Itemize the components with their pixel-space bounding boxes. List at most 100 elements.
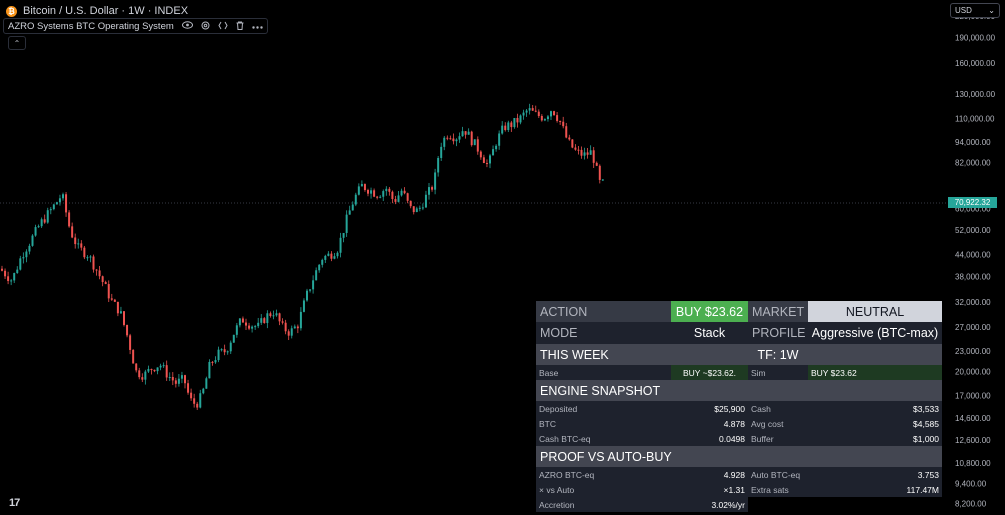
base-sim-row: Base BUY ~$23.62. Sim BUY $23.62 <box>536 365 942 380</box>
candle-body <box>49 209 52 211</box>
candle-body <box>553 111 556 116</box>
candle-body <box>348 210 351 215</box>
candle-body <box>147 368 150 372</box>
trash-icon[interactable] <box>236 21 244 32</box>
timeframe-label: TF: 1W <box>757 347 799 362</box>
candle-body <box>574 147 577 150</box>
more-icon[interactable] <box>252 21 263 31</box>
y-tick-label: 130,000.00 <box>955 90 996 99</box>
candle-body <box>379 196 382 198</box>
candle-body <box>165 365 168 378</box>
chevron-up-icon: ⌃ <box>13 38 21 48</box>
candle-body <box>254 326 257 328</box>
candle-body <box>559 120 562 122</box>
candle-body <box>601 179 604 181</box>
candle-body <box>556 115 559 121</box>
candle-body <box>65 194 68 213</box>
currency-select[interactable]: USD ⌄ <box>950 3 1000 18</box>
candle-body <box>293 326 296 329</box>
symbol-title[interactable]: Bitcoin / U.S. Dollar · 1W · INDEX <box>23 5 189 17</box>
settings-icon[interactable] <box>201 21 210 32</box>
candle-body <box>489 155 491 164</box>
candle-body <box>217 349 220 361</box>
candle-body <box>577 149 580 151</box>
candle-body <box>269 313 272 317</box>
collapse-legend-button[interactable]: ⌃ <box>8 36 26 50</box>
proof-header: PROOF VS AUTO-BUY <box>536 446 942 467</box>
candle-body <box>52 204 55 210</box>
candle-body <box>83 247 86 258</box>
candle-body <box>126 324 129 336</box>
y-tick-label: 12,600.00 <box>955 436 991 445</box>
chevron-down-icon: ⌄ <box>988 6 995 15</box>
candle-body <box>229 342 232 352</box>
candle-body <box>245 322 247 326</box>
candle-body <box>281 321 284 323</box>
proof-row: AZRO BTC-eq 4.928 Auto BTC-eq 3.753 <box>536 467 942 482</box>
candle-body <box>568 137 571 140</box>
candle-body <box>68 212 71 227</box>
candle-body <box>455 139 458 142</box>
candle-body <box>193 398 196 404</box>
candle-body <box>452 138 455 142</box>
candle-body <box>113 299 116 302</box>
candle-body <box>437 157 440 173</box>
candle-body <box>302 300 305 312</box>
candle-body <box>501 125 504 134</box>
candle-body <box>25 251 28 258</box>
deposited-value: $25,900 <box>714 403 745 414</box>
candle-body <box>373 190 376 197</box>
candle-body <box>40 219 43 227</box>
candles <box>1 103 604 410</box>
candle-body <box>537 111 540 116</box>
deposited-label: Deposited <box>539 403 578 414</box>
candle-body <box>58 198 61 203</box>
candle-body <box>492 149 495 156</box>
candle-body <box>43 219 46 223</box>
candle-body <box>232 334 235 343</box>
candle-body <box>138 370 141 378</box>
candle-body <box>196 403 199 408</box>
candle-body <box>565 126 568 138</box>
candle-body <box>284 322 287 332</box>
candle-body <box>397 195 400 202</box>
sim-label: Sim <box>751 367 766 378</box>
indicator-name[interactable]: AZRO Systems BTC Operating System <box>8 20 174 32</box>
candle-body <box>208 361 211 379</box>
mode-value: Stack <box>693 326 726 340</box>
tradingview-logo-icon[interactable]: 17 <box>9 497 20 509</box>
candle-body <box>522 112 525 116</box>
candle-body <box>318 264 321 271</box>
candle-body <box>400 190 403 196</box>
market-value: NEUTRAL <box>808 301 942 322</box>
candle-body <box>241 318 244 323</box>
y-tick-label: 23,000.00 <box>955 347 991 356</box>
y-tick-label: 27,000.00 <box>955 323 991 332</box>
indicator-legend[interactable]: AZRO Systems BTC Operating System <box>3 18 268 34</box>
candle-body <box>159 365 162 368</box>
candle-body <box>482 157 485 164</box>
azro-btc-eq-value: 4.928 <box>723 469 745 480</box>
eye-icon[interactable] <box>181 21 193 31</box>
candle-body <box>110 298 113 300</box>
engine-snapshot-header: ENGINE SNAPSHOT <box>536 380 942 401</box>
candle-body <box>19 258 22 270</box>
y-tick-label: 160,000.00 <box>955 59 996 68</box>
btc-value: 4.878 <box>723 418 745 429</box>
y-tick-label: 60,000.00 <box>955 205 991 214</box>
candle-body <box>391 191 394 200</box>
auto-btc-eq-label: Auto BTC-eq <box>751 469 801 480</box>
candle-body <box>498 133 501 146</box>
candle-body <box>388 188 391 192</box>
cash-btc-eq-value: 0.0498 <box>719 433 745 444</box>
candle-body <box>180 375 183 379</box>
engine-row: BTC 4.878 Avg cost $4,585 <box>536 416 942 431</box>
candle-body <box>428 187 430 195</box>
candle-body <box>473 139 476 146</box>
engine-snapshot-title: ENGINE SNAPSHOT <box>540 383 661 398</box>
source-code-icon[interactable] <box>218 21 228 32</box>
candle-body <box>80 243 83 248</box>
candle-body <box>342 232 345 238</box>
